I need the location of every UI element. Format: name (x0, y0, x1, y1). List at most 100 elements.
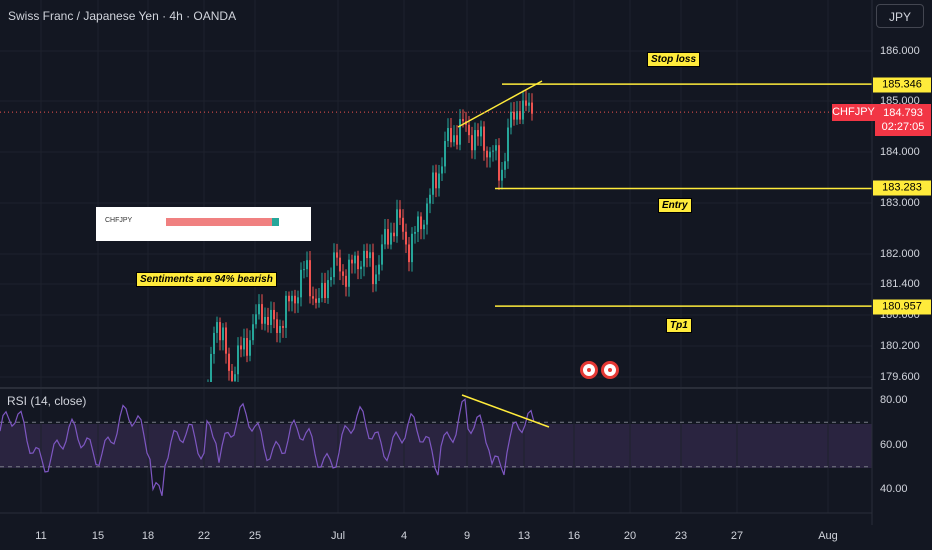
candle-body (219, 322, 221, 341)
candle-body (531, 102, 533, 114)
candle-body (264, 316, 266, 324)
candle-body (441, 166, 443, 174)
candle-body (348, 259, 350, 287)
candle-body (420, 216, 422, 230)
price-tick-label: 180.200 (880, 340, 920, 352)
symbol-tag: CHFJPY (832, 104, 875, 121)
time-tick-label: 9 (463, 530, 471, 542)
candle-body (444, 141, 446, 167)
event-flag-icon[interactable] (580, 361, 598, 379)
candle-body (330, 277, 332, 281)
chart-title: Swiss Franc / Japanese Yen · 4h · OANDA (8, 9, 237, 23)
time-tick-label: Aug (818, 530, 838, 542)
candle-body (375, 274, 377, 285)
last-price: 184.793 (883, 107, 923, 119)
candle-body (498, 145, 500, 181)
candle-body (402, 217, 404, 232)
trendline (457, 80, 543, 128)
candle-body (345, 275, 347, 287)
candle-body (447, 128, 449, 142)
candle-body (450, 128, 452, 143)
candle-body (333, 252, 335, 278)
candle-body (222, 327, 224, 341)
time-tick-label: 27 (730, 530, 744, 542)
candle-body (468, 124, 470, 136)
rsi-tick-label: 80.00 (880, 394, 908, 406)
candle-body (240, 345, 242, 350)
candle-body (435, 172, 437, 189)
candle-body (423, 224, 425, 230)
candle-body (243, 338, 245, 350)
candle-body (231, 370, 233, 381)
sentiment-bar-bearish (166, 218, 273, 226)
candle-body (507, 127, 509, 162)
candle-body (309, 260, 311, 297)
candle-body (282, 326, 284, 328)
candle-body (405, 231, 407, 245)
tp1-price-tag: 180.957 (873, 299, 931, 315)
sentiment-symbol: CHFJPY (105, 217, 133, 224)
time-tick-label: 23 (674, 530, 688, 542)
sentiment-note: Sentiments are 94% bearish (136, 272, 277, 287)
price-tick-label: 186.000 (880, 45, 920, 57)
candle-body (513, 111, 515, 120)
last-price-tag: 184.793 02:27:05 (875, 104, 931, 136)
rsi-label: RSI (14, close) (7, 394, 87, 408)
currency-button[interactable]: JPY (876, 4, 924, 28)
event-flag-icon[interactable] (601, 361, 619, 379)
candle-body (315, 298, 317, 303)
candle-body (363, 250, 365, 267)
candle-body (390, 232, 392, 245)
candle-body (486, 150, 488, 158)
tp1-note: Tp1 (666, 318, 692, 333)
entry-price-tag: 183.283 (873, 180, 931, 196)
candle-body (321, 282, 323, 299)
time-tick-label: 15 (91, 530, 105, 542)
candle-body (510, 111, 512, 128)
candle-body (357, 255, 359, 270)
candle-body (369, 252, 371, 259)
time-tick-label: 13 (517, 530, 531, 542)
time-tick-label: 4 (400, 530, 408, 542)
candle-body (480, 126, 482, 137)
stop-loss-note: Stop loss (647, 52, 701, 67)
candle-body (297, 297, 299, 304)
price-tick-label: 181.400 (880, 278, 920, 290)
candle-body (234, 374, 236, 381)
price-tick-label: 183.000 (880, 197, 920, 209)
candle-body (399, 209, 401, 218)
candle-body (414, 231, 416, 234)
candle-body (522, 100, 524, 120)
candle-body (267, 316, 269, 325)
candle-body (384, 229, 386, 245)
candle-body (432, 172, 434, 195)
candle-body (408, 244, 410, 263)
candle-body (327, 280, 329, 299)
candle-body (210, 353, 212, 382)
entry-note: Entry (658, 198, 692, 213)
candle-body (366, 250, 368, 259)
candle-body (528, 102, 530, 106)
rsi-band (0, 424, 872, 468)
candle-body (216, 322, 218, 333)
price-tick-label: 184.000 (880, 146, 920, 158)
candle-body (519, 111, 521, 120)
candle-body (483, 126, 485, 151)
time-tick-label: 22 (197, 530, 211, 542)
candle-body (213, 332, 215, 354)
sentiment-bar-track (166, 218, 279, 226)
candle-body (372, 252, 374, 285)
grid (0, 0, 872, 513)
candle-body (360, 266, 362, 270)
candle-body (249, 340, 251, 356)
rsi-line (0, 398, 535, 496)
candle-body (489, 151, 491, 158)
candle-body (387, 229, 389, 245)
candle-body (273, 309, 275, 320)
time-tick-label: 20 (623, 530, 637, 542)
candle-body (477, 130, 479, 137)
candle-body (318, 298, 320, 303)
candle-body (228, 353, 230, 371)
levels (0, 80, 872, 307)
